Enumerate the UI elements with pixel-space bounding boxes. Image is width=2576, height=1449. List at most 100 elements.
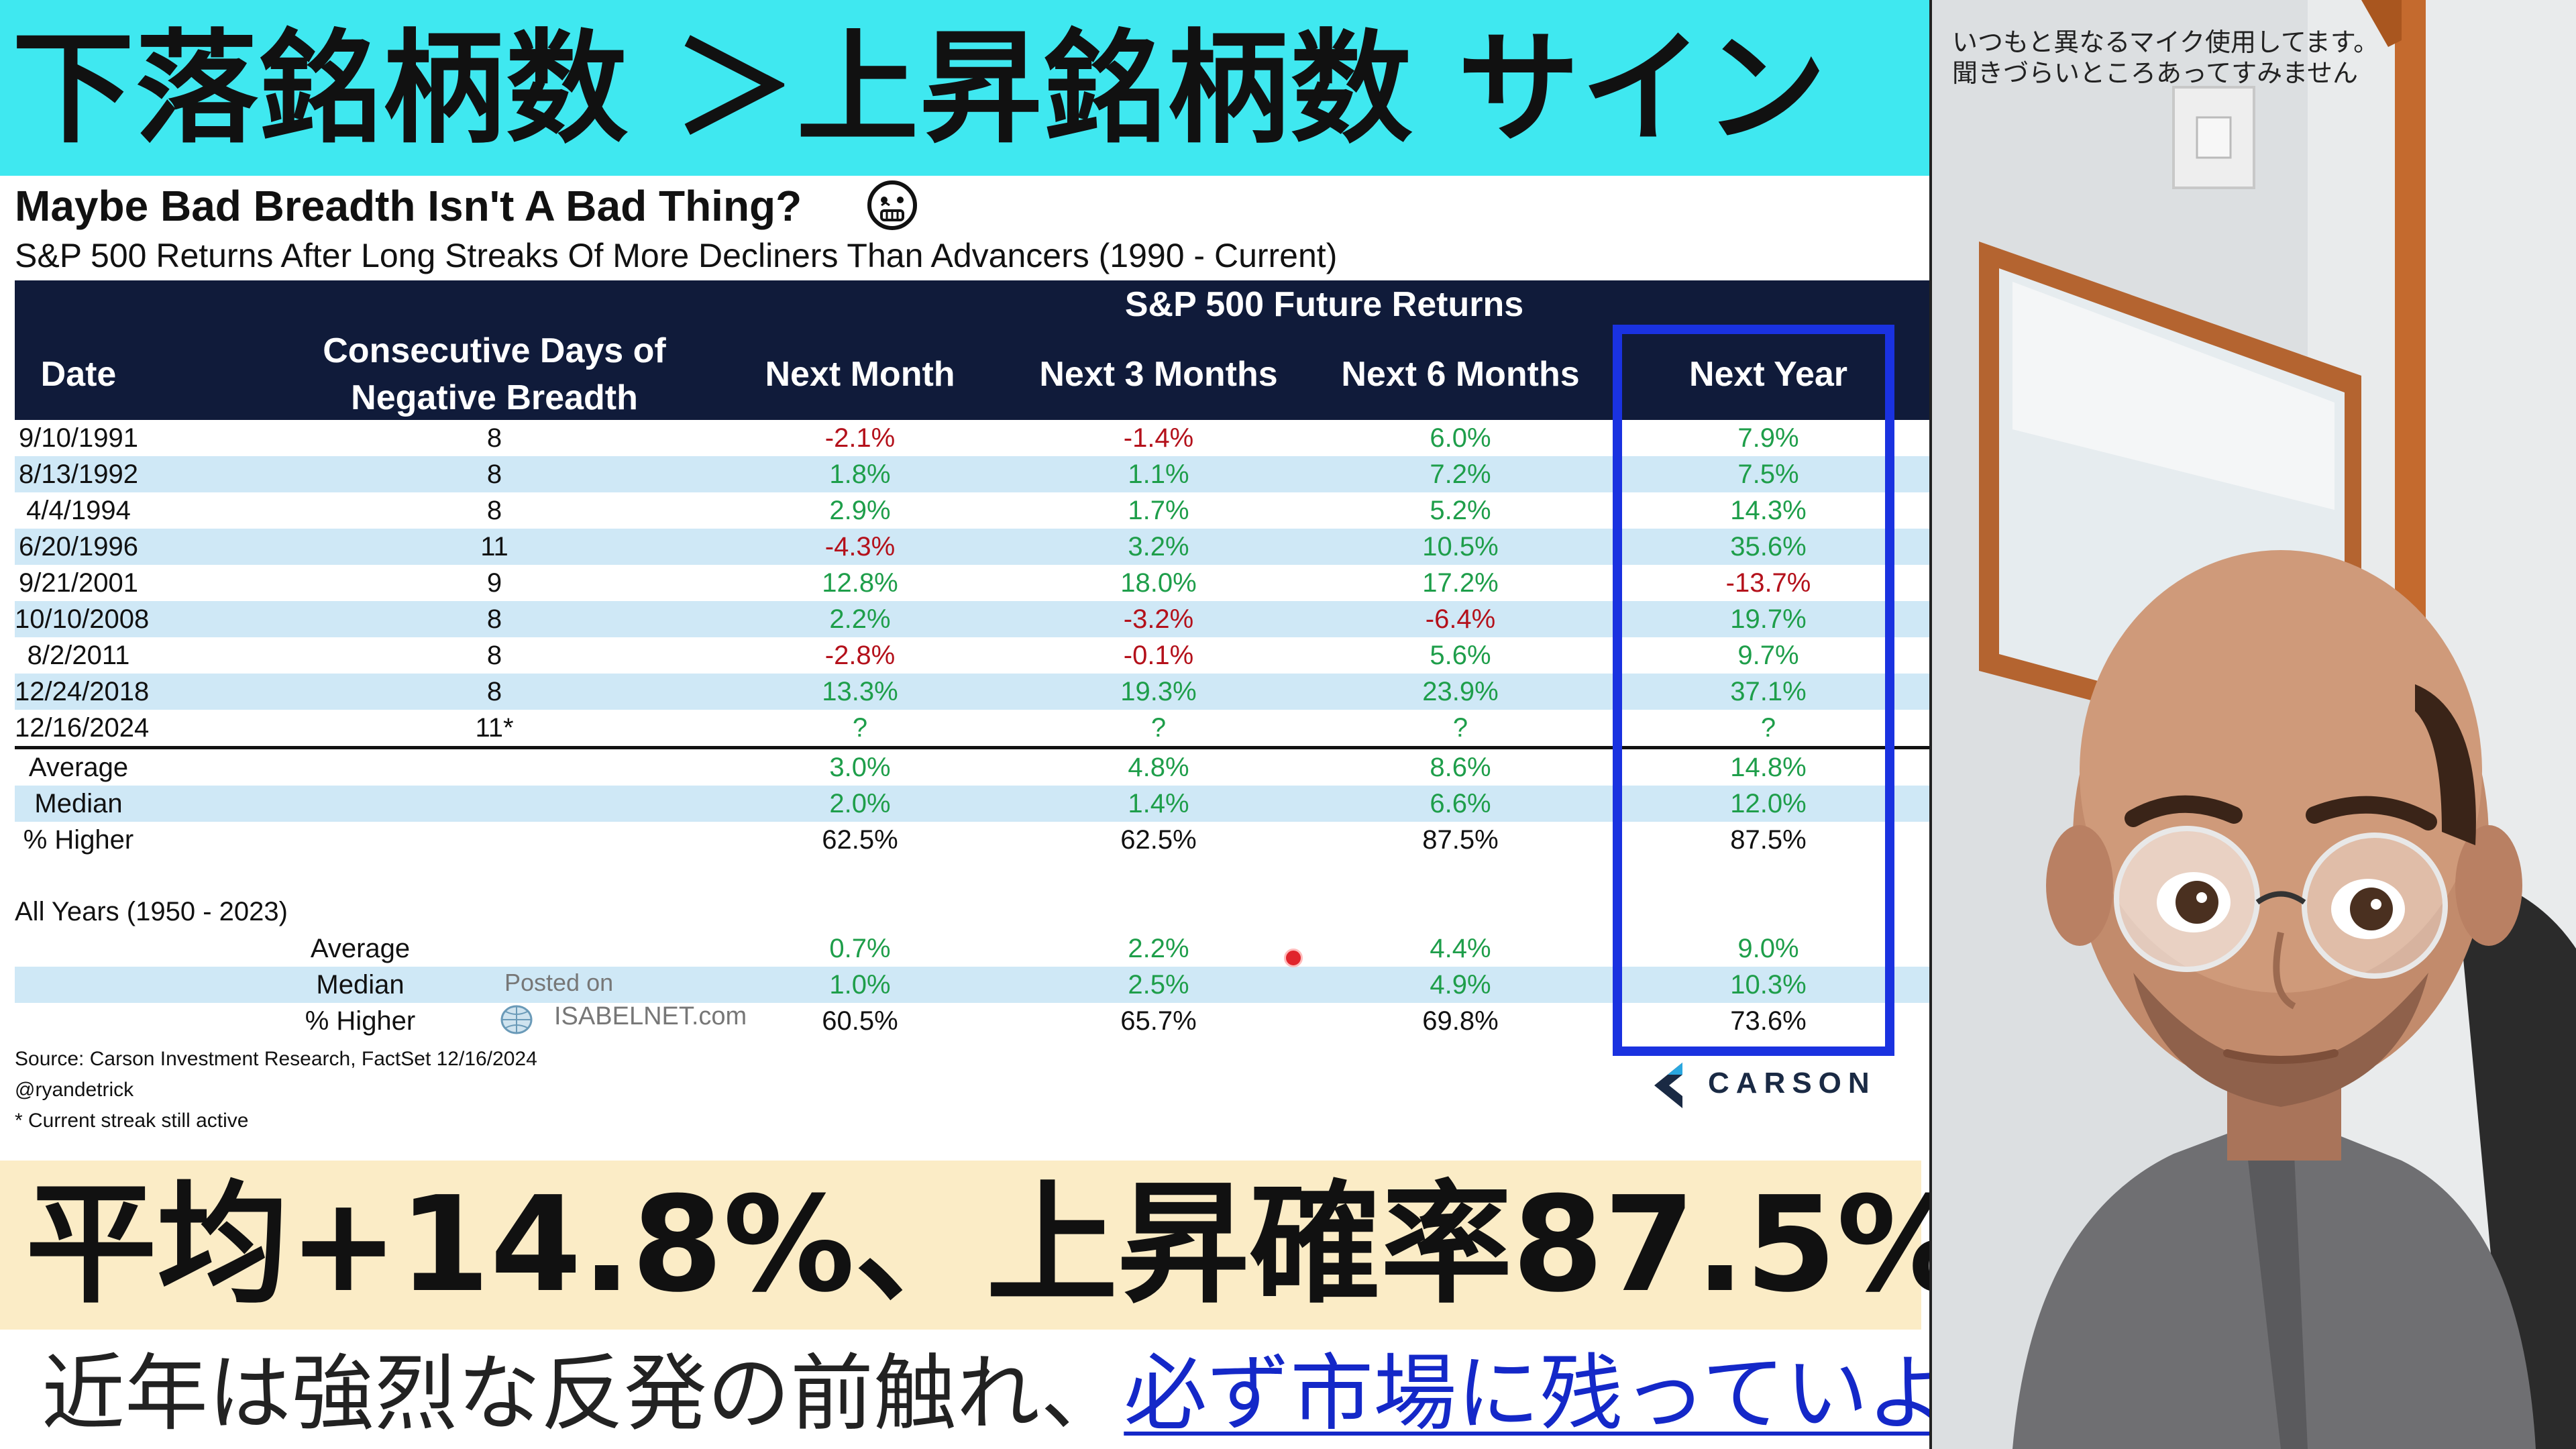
streak-cell: ? xyxy=(1150,713,1167,743)
summary-cell: Median xyxy=(34,789,123,818)
all-years-cell: 4.4% xyxy=(1430,934,1491,963)
all-years-cell: 2.5% xyxy=(1128,970,1189,1000)
streak-row: 8/2/2011 8 -2.8% -0.1% 5.6% 9.7% xyxy=(15,637,1929,674)
caption: 近年は強烈な反発の前触れ、必ず市場に残っていよう xyxy=(42,1339,1929,1449)
watermark-posted: Posted on xyxy=(504,969,614,996)
streak-cell: 8 xyxy=(486,423,502,453)
streak-cell: 9/21/2001 xyxy=(19,568,138,598)
streak-cell: ? xyxy=(852,713,868,743)
streak-cell: -3.2% xyxy=(1123,604,1194,634)
streak-cell: 12.8% xyxy=(822,568,898,598)
column-header-date: Date xyxy=(40,355,117,394)
streak-cell: 5.6% xyxy=(1430,641,1491,670)
streak-cell: 4/4/1994 xyxy=(26,496,131,525)
streak-cell: 13.3% xyxy=(822,677,898,706)
streak-cell: 10/10/2008 xyxy=(15,604,150,634)
streak-cell: 2.2% xyxy=(829,604,891,634)
streak-cell: -1.4% xyxy=(1123,423,1194,453)
summary-cell: 12.0% xyxy=(1730,789,1807,818)
summary-cell: 14.8% xyxy=(1730,753,1807,782)
column-header-next-6-months: Next 6 Months xyxy=(1341,355,1580,394)
streak-cell: 7.2% xyxy=(1430,460,1491,489)
streak-cell: 7.9% xyxy=(1737,423,1799,453)
streak-cell: 35.6% xyxy=(1730,532,1807,561)
group-header: S&P 500 Future Returns xyxy=(1124,285,1524,324)
all-years-cell: 0.7% xyxy=(829,934,891,963)
chart-subtitle: S&P 500 Returns After Long Streaks Of Mo… xyxy=(15,237,1338,274)
column-header-next-3-months: Next 3 Months xyxy=(1039,355,1278,394)
streak-cell: 1.7% xyxy=(1128,496,1189,525)
summary-cell: 8.6% xyxy=(1430,753,1491,782)
streak-cell: 12/16/2024 xyxy=(15,713,150,743)
column-header-next-month: Next Month xyxy=(765,355,955,394)
streak-cell: 12/24/2018 xyxy=(15,677,150,706)
all-years-cell: Average xyxy=(310,934,411,963)
summary-row: % Higher 62.5% 62.5% 87.5% 87.5% xyxy=(15,822,1929,858)
summary-cell: 62.5% xyxy=(822,825,898,855)
webcam-note-line1: いつもと異なるマイク使用してます。 xyxy=(1952,28,2379,57)
all-years-cell: 60.5% xyxy=(822,1006,898,1036)
streak-cell: 8 xyxy=(486,641,502,670)
isabelnet-watermark: Posted on ISABELNET.com xyxy=(496,965,765,1038)
summary-row: Median 2.0% 1.4% 6.6% 12.0% xyxy=(15,786,1929,822)
streak-row: 8/13/1992 8 1.8% 1.1% 7.2% 7.5% xyxy=(15,456,1929,492)
caption-link[interactable]: 必ず市場に残っていよう xyxy=(1124,1346,1929,1442)
streak-row: 9/21/2001 9 12.8% 18.0% 17.2% -13.7% xyxy=(15,565,1929,601)
all-years-cell: 69.8% xyxy=(1422,1006,1499,1036)
streak-cell: 8 xyxy=(486,677,502,706)
watermark-site: ISABELNET.com xyxy=(554,1002,747,1030)
carson-brand-text: CARSON xyxy=(1708,1067,1876,1099)
streak-cell: -2.8% xyxy=(824,641,896,670)
room-background xyxy=(1932,0,2576,1449)
streak-cell: 8/13/1992 xyxy=(19,460,138,489)
streak-cell: 23.9% xyxy=(1422,677,1499,706)
source-notes: Source: Carson Investment Research, Fact… xyxy=(15,1044,537,1136)
streak-cell: 9/10/1991 xyxy=(19,423,138,453)
all-years-row: Average 0.7% 2.2% 4.4% 9.0% xyxy=(15,930,1929,967)
all-years-cell: 10.3% xyxy=(1730,970,1807,1000)
streak-row: 12/24/2018 8 13.3% 19.3% 23.9% 37.1% xyxy=(15,674,1929,710)
summary-cell: 62.5% xyxy=(1120,825,1197,855)
streak-cell: -0.1% xyxy=(1123,641,1194,670)
streak-cell: -13.7% xyxy=(1725,568,1811,598)
streak-cell: 10.5% xyxy=(1422,532,1499,561)
table-divider xyxy=(15,746,1929,749)
globe-icon xyxy=(500,1005,533,1034)
page-title: 下落銘柄数 ＞上昇銘柄数 サイン xyxy=(12,17,1828,160)
streak-cell: 9.7% xyxy=(1737,641,1799,670)
all-years-cell: 2.2% xyxy=(1128,934,1189,963)
table-header: S&P 500 Future Returns Date Consecutive … xyxy=(15,280,1929,420)
streak-cell: 11* xyxy=(475,713,514,743)
streak-row: 9/10/1991 8 -2.1% -1.4% 6.0% 7.9% xyxy=(15,420,1929,456)
returns-table: S&P 500 Future Returns Date Consecutive … xyxy=(15,280,1929,1039)
header-band: 下落銘柄数 ＞上昇銘柄数 サイン xyxy=(0,0,1929,176)
caption-plain: 近年は強烈な反発の前触れ、 xyxy=(42,1346,1124,1442)
streak-cell: -2.1% xyxy=(824,423,896,453)
column-header-consecutive-days: Consecutive Days of Negative Breadth xyxy=(323,331,666,417)
summary-cell: % Higher xyxy=(23,825,134,855)
streak-cell: 3.2% xyxy=(1128,532,1189,561)
all-years-cell: 4.9% xyxy=(1430,970,1491,1000)
summary-cell: 6.6% xyxy=(1430,789,1491,818)
all-years-label: All Years (1950 - 2023) xyxy=(15,897,288,926)
streak-cell: 6/20/1996 xyxy=(19,532,138,561)
streak-cell: 8 xyxy=(486,496,502,525)
streak-cell: 9 xyxy=(486,568,502,598)
headline: 平均+14.8%、上昇確率87.5% xyxy=(25,1169,1929,1322)
streak-cell: 1.8% xyxy=(829,460,891,489)
next-year-highlight-box xyxy=(1613,325,1894,1056)
all-years-cell: Median xyxy=(316,970,405,1000)
summary-cell: 1.4% xyxy=(1128,789,1189,818)
table-body: 9/10/1991 8 -2.1% -1.4% 6.0% 7.9% 8/13/1992 8 1.… xyxy=(15,420,1929,746)
pointer-dot xyxy=(1284,949,1303,967)
summary-cell: 4.8% xyxy=(1128,753,1189,782)
author-handle: @ryandetrick xyxy=(15,1079,134,1101)
all-years-cell: % Higher xyxy=(305,1006,416,1036)
webcam-note: いつもと異なるマイク使用してます。 聞きづらいところあってすみません xyxy=(1952,27,2379,89)
summary-row: Average 3.0% 4.8% 8.6% 14.8% xyxy=(15,749,1929,786)
summary-cell: 87.5% xyxy=(1730,825,1807,855)
table-summary: Average 3.0% 4.8% 8.6% 14.8% Median 2.0% 1.4% 6.… xyxy=(15,749,1929,858)
streak-cell: 8 xyxy=(486,460,502,489)
streak-row: 4/4/1994 8 2.9% 1.7% 5.2% 14.3% xyxy=(15,492,1929,529)
column-header-next-year: Next Year xyxy=(1688,355,1848,394)
